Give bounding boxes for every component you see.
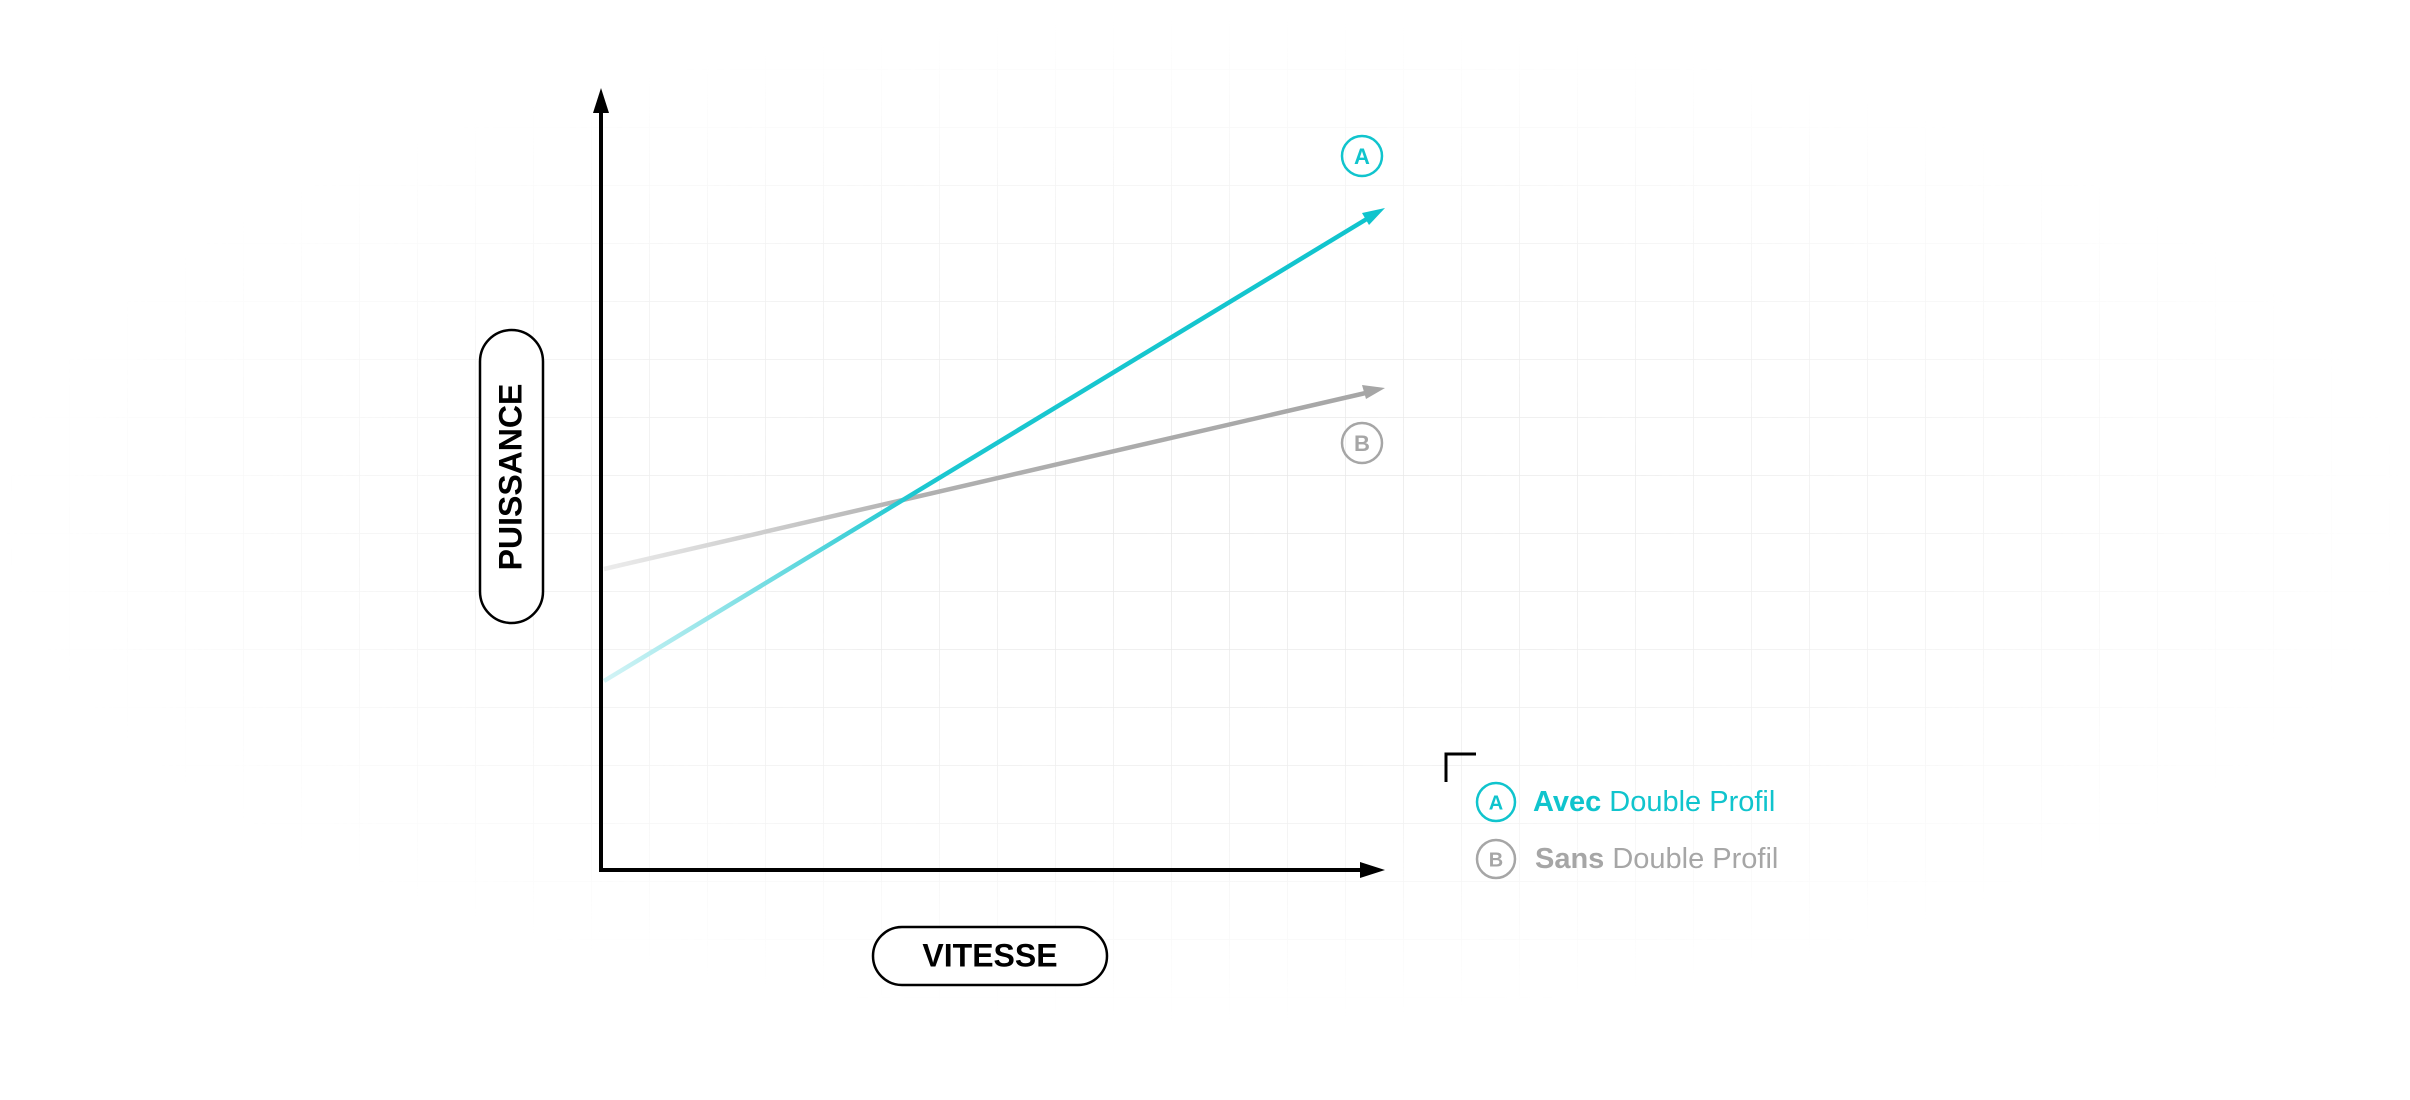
marker-circle [1340,134,1384,178]
x-axis-label: VITESSE [922,937,1057,973]
legend-bold: Avec [1533,786,1601,818]
legend-corner [1444,752,1476,782]
arrow-a [1362,208,1385,225]
line-a [602,215,1372,683]
y-axis-label: PUISSANCE [492,384,528,571]
series-marker: B [1354,431,1370,456]
x-label-pill [871,925,1109,987]
legend-entry: Avec Double Profil [1533,786,1775,818]
legend-text: Double Profil [1612,843,1778,875]
x-arrow [1360,862,1385,878]
marker-circle [1340,421,1384,465]
legend-bold: Sans [1535,843,1604,875]
series-marker: A [1354,144,1370,169]
legend-text: Double Profil [1609,786,1775,818]
legend-marker: B [1489,849,1503,871]
line-b [603,389,1371,572]
legend-circle [1475,838,1517,880]
y-label-pill [478,328,545,625]
arrow-b [1362,385,1385,399]
legend-marker: A [1489,792,1503,814]
y-arrow [593,88,609,113]
legend-entry: Sans Double Profil [1535,843,1778,875]
legend-circle [1475,781,1517,823]
